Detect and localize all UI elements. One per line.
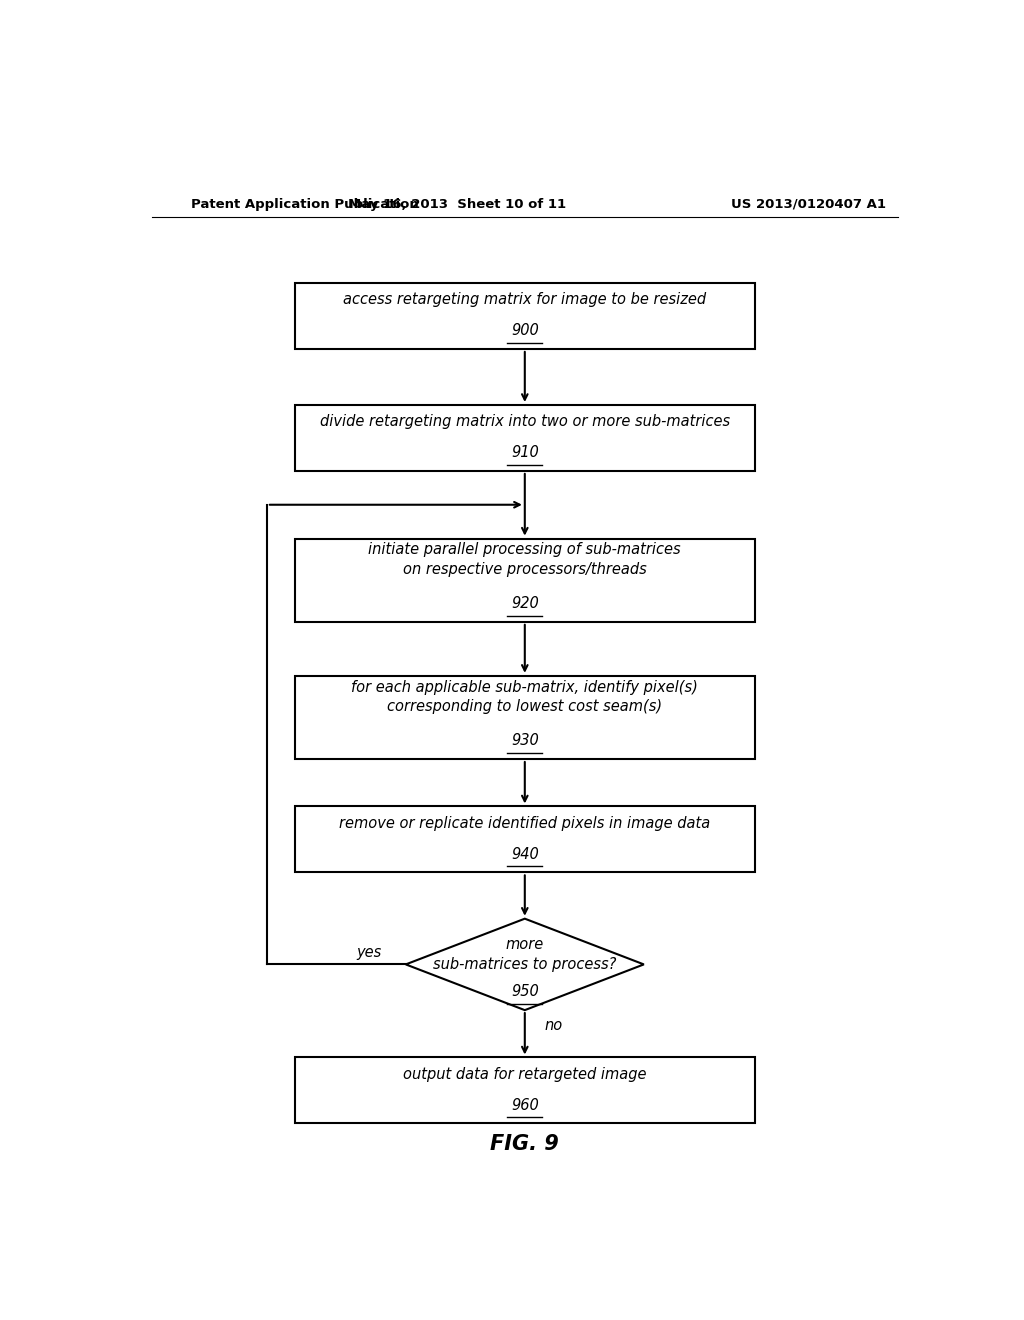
Text: 960: 960 [511,1098,539,1113]
Text: output data for retargeted image: output data for retargeted image [403,1067,646,1081]
Text: Patent Application Publication: Patent Application Publication [191,198,419,211]
Text: US 2013/0120407 A1: US 2013/0120407 A1 [731,198,886,211]
Text: no: no [545,1018,563,1034]
FancyBboxPatch shape [295,539,755,622]
Text: more
sub-matrices to process?: more sub-matrices to process? [433,937,616,972]
Text: 930: 930 [511,734,539,748]
Text: 940: 940 [511,846,539,862]
Text: 900: 900 [511,323,539,338]
Text: access retargeting matrix for image to be resized: access retargeting matrix for image to b… [343,292,707,308]
Text: 920: 920 [511,597,539,611]
Text: 950: 950 [511,985,539,999]
FancyBboxPatch shape [295,676,755,759]
FancyBboxPatch shape [295,807,755,873]
FancyBboxPatch shape [295,282,755,348]
Text: FIG. 9: FIG. 9 [490,1134,559,1154]
Polygon shape [406,919,644,1010]
Text: yes: yes [356,945,382,960]
Text: initiate parallel processing of sub-matrices
on respective processors/threads: initiate parallel processing of sub-matr… [369,543,681,577]
FancyBboxPatch shape [295,405,755,471]
Text: divide retargeting matrix into two or more sub-matrices: divide retargeting matrix into two or mo… [319,414,730,429]
Text: May 16, 2013  Sheet 10 of 11: May 16, 2013 Sheet 10 of 11 [348,198,566,211]
FancyBboxPatch shape [295,1057,755,1123]
Text: for each applicable sub-matrix, identify pixel(s)
corresponding to lowest cost s: for each applicable sub-matrix, identify… [351,680,698,714]
Text: remove or replicate identified pixels in image data: remove or replicate identified pixels in… [339,816,711,830]
Text: 910: 910 [511,445,539,461]
